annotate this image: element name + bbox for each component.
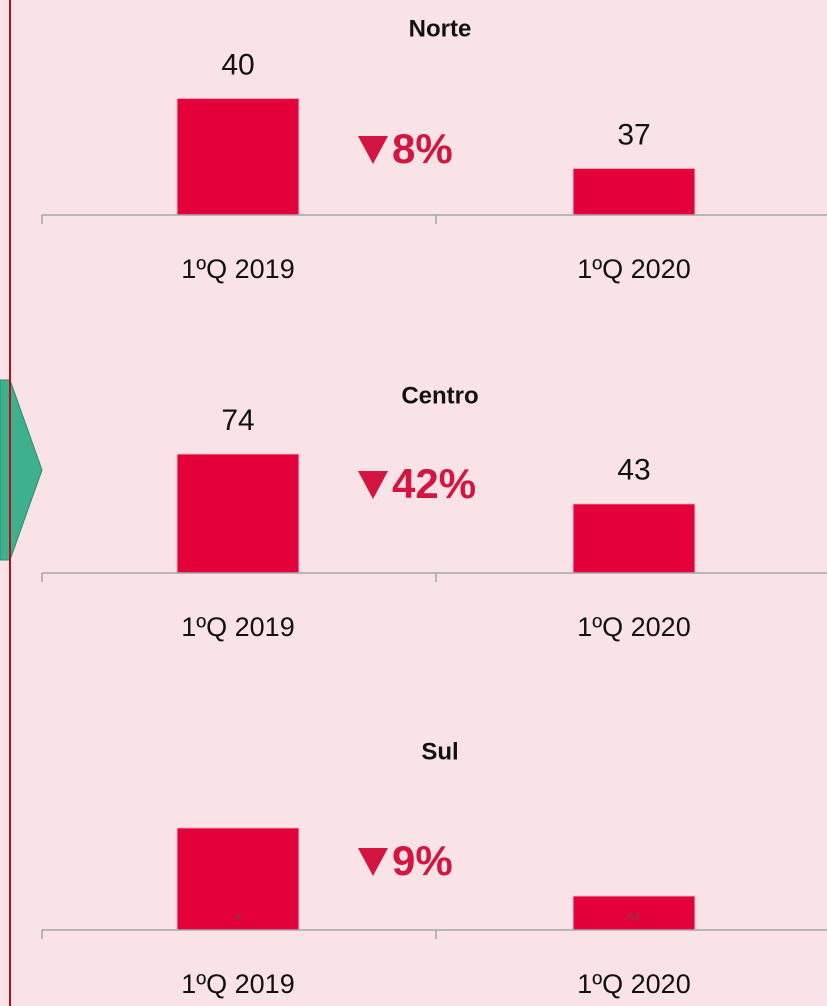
bar <box>572 503 696 574</box>
value-label: 74 <box>221 404 254 437</box>
change-annotation: 42% <box>392 460 476 507</box>
x-tick-label: 1ºQ 2020 <box>577 969 690 999</box>
chart-title: Sul <box>421 738 458 765</box>
chart-title: Centro <box>401 382 478 409</box>
down-triangle <box>358 848 388 876</box>
value-label: 40 <box>221 48 254 81</box>
x-tick-label: 1ºQ 2020 <box>577 612 690 642</box>
bar <box>572 895 696 931</box>
bar <box>176 97 300 216</box>
bar <box>572 167 696 216</box>
down-triangle <box>358 136 388 164</box>
down-triangle <box>358 471 388 499</box>
bar-note: ** <box>627 910 641 930</box>
x-tick-label: 1ºQ 2019 <box>181 969 294 999</box>
bar-note: * <box>234 910 241 930</box>
x-tick-label: 1ºQ 2019 <box>181 254 294 284</box>
bar <box>176 453 300 574</box>
value-label: 37 <box>617 118 650 151</box>
x-tick-label: 1ºQ 2020 <box>577 254 690 284</box>
chart-title: Norte <box>409 15 472 42</box>
change-annotation: 8% <box>392 125 453 172</box>
arrow-shape <box>0 379 43 561</box>
change-annotation: 9% <box>392 837 453 884</box>
value-label: 43 <box>617 454 650 487</box>
x-tick-label: 1ºQ 2019 <box>181 612 294 642</box>
